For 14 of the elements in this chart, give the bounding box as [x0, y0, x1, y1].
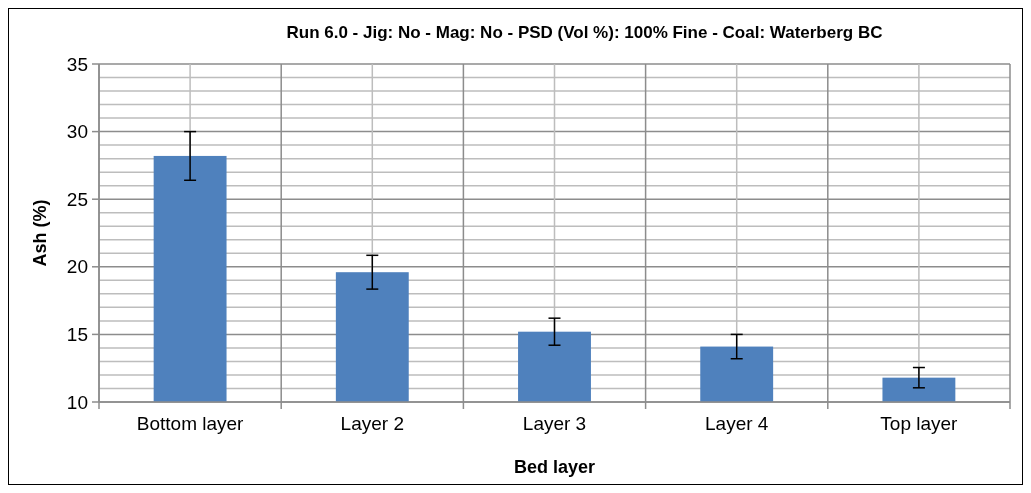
x-tick-label: Top layer	[880, 413, 959, 434]
x-tick-label: Layer 4	[705, 413, 769, 434]
y-tick-label: 30	[66, 121, 88, 143]
x-tick-label: Bottom layer	[136, 413, 245, 434]
y-tick-label: 35	[66, 53, 88, 75]
y-tick-label: 15	[66, 324, 88, 346]
chart-title: Run 6.0 - Jig: No - Mag: No - PSD (Vol %): 100% Fine - Coal: Waterberg BC	[286, 23, 883, 42]
x-axis-title: Bed layer	[513, 457, 596, 477]
y-tick-label: 20	[66, 256, 88, 278]
x-tick-label: Layer 3	[522, 413, 587, 434]
x-tick-label: Layer 2	[340, 413, 404, 434]
y-tick-label: 10	[66, 391, 88, 413]
y-tick-label: 25	[66, 188, 88, 210]
y-axis-title: Ash (%)	[30, 199, 50, 267]
